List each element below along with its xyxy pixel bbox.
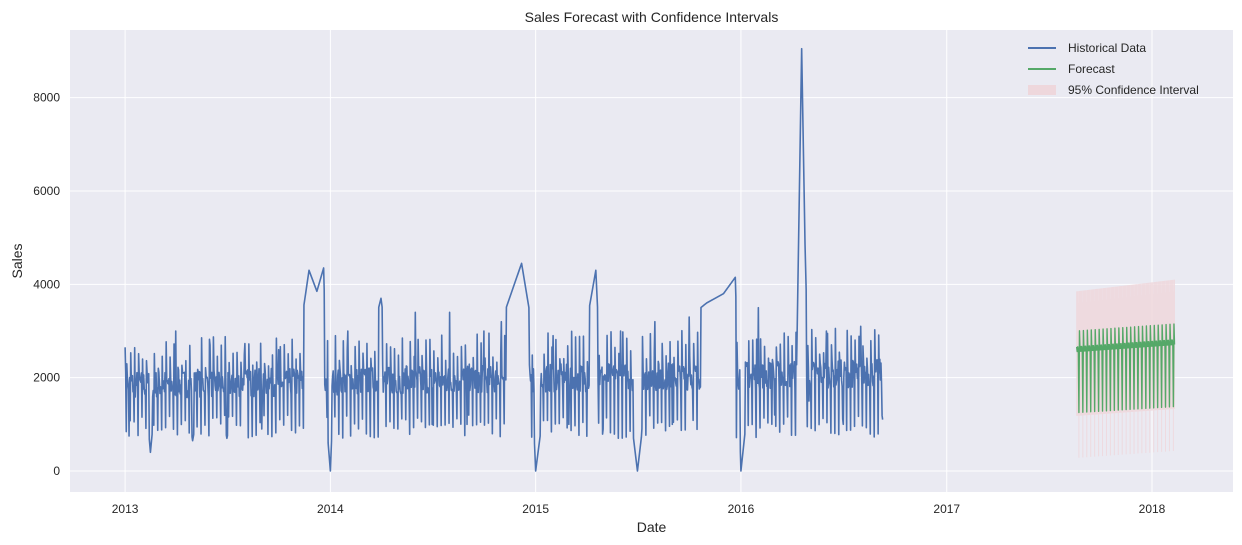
- x-tick-label: 2017: [933, 502, 960, 516]
- chart-title: Sales Forecast with Confidence Intervals: [525, 9, 779, 25]
- legend-label-historical: Historical Data: [1068, 41, 1146, 55]
- y-axis-label: Sales: [9, 243, 25, 278]
- legend-swatch-confidence: [1028, 85, 1056, 95]
- historical-data-line: [124, 47, 884, 472]
- series-lines-layer: [124, 47, 1176, 472]
- forecast-line: [1075, 323, 1176, 414]
- y-tick-label: 6000: [33, 184, 60, 198]
- y-tick-label: 8000: [33, 91, 60, 105]
- plot-area: [70, 30, 1233, 492]
- grid-lines: [70, 30, 1233, 492]
- x-tick-label: 2015: [522, 502, 549, 516]
- legend: Historical Data Forecast 95% Confidence …: [1028, 41, 1199, 97]
- legend-label-forecast: Forecast: [1068, 62, 1115, 76]
- x-tick-label: 2016: [728, 502, 755, 516]
- x-axis-label: Date: [637, 519, 667, 535]
- y-tick-label: 2000: [33, 371, 60, 385]
- x-tick-label: 2013: [112, 502, 139, 516]
- x-tick-label: 2018: [1139, 502, 1166, 516]
- tick-labels: 2013 2014 2015 2016 2017 2018 0 2000 4000 6000 800…: [33, 91, 1165, 516]
- legend-label-confidence: 95% Confidence Interval: [1068, 83, 1199, 97]
- x-tick-label: 2014: [317, 502, 344, 516]
- y-tick-label: 4000: [33, 277, 60, 291]
- y-tick-label: 0: [53, 464, 60, 478]
